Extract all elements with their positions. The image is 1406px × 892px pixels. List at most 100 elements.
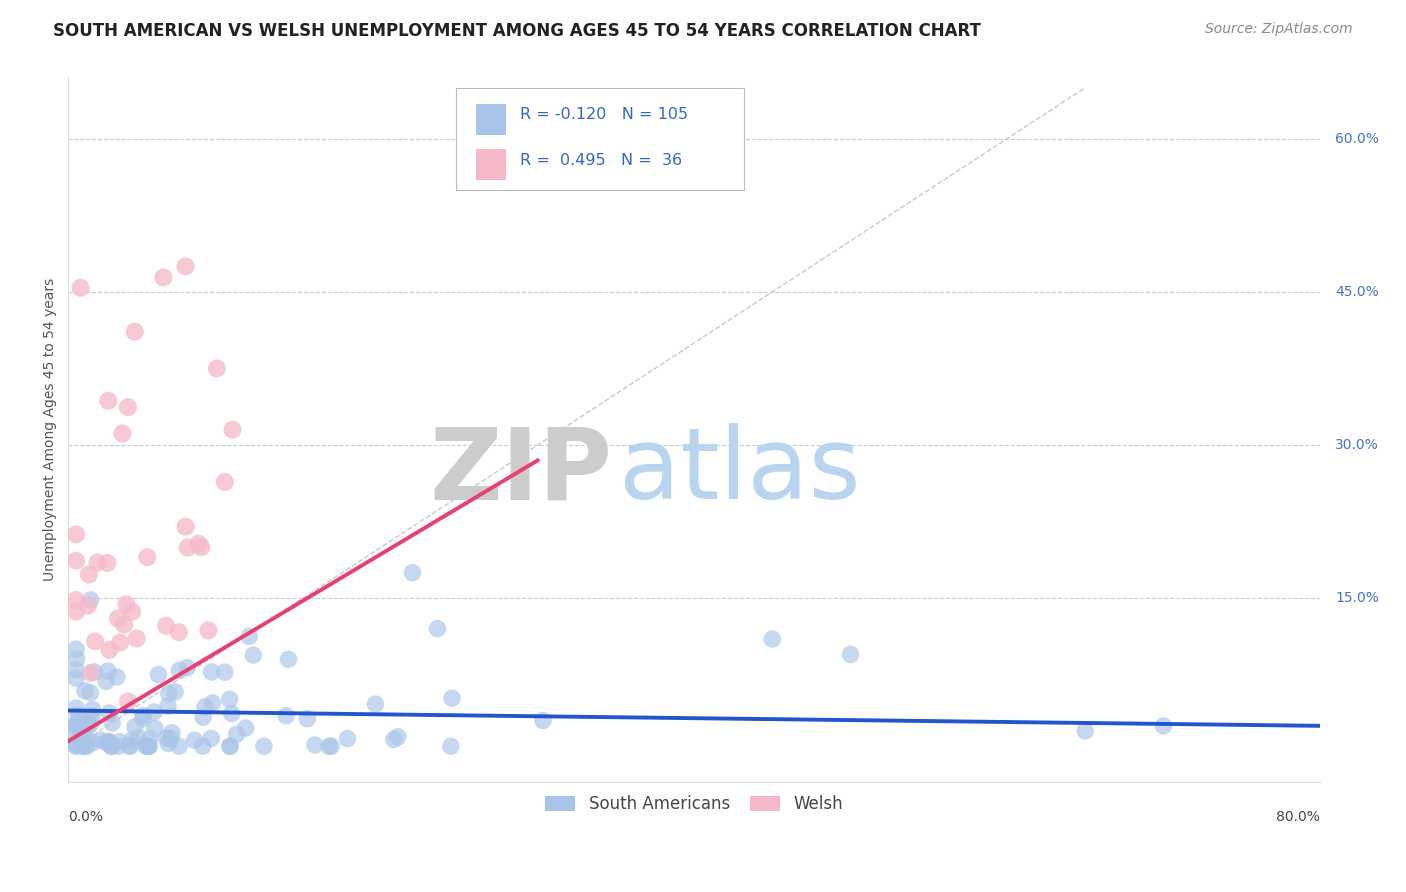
Point: [98, 643, 121, 657]
Point: [136, 550, 159, 565]
Point: [97, 734, 120, 748]
Point: [66, 652, 89, 666]
Point: [839, 648, 862, 662]
Point: [142, 705, 165, 719]
Point: [121, 733, 143, 747]
Point: [219, 739, 242, 754]
Point: [426, 622, 449, 636]
FancyBboxPatch shape: [477, 104, 506, 135]
Point: [167, 625, 190, 640]
Point: [69, 720, 91, 734]
Point: [321, 739, 343, 754]
Point: [70, 734, 93, 748]
FancyBboxPatch shape: [457, 88, 744, 190]
Point: [218, 692, 240, 706]
Point: [65, 701, 87, 715]
Point: [77, 599, 100, 613]
Text: 45.0%: 45.0%: [1336, 285, 1379, 299]
Point: [364, 697, 387, 711]
Point: [176, 541, 198, 555]
Point: [94, 736, 117, 750]
Point: [155, 731, 177, 745]
Point: [197, 624, 219, 638]
Point: [65, 605, 87, 619]
Point: [65, 642, 87, 657]
Point: [73, 683, 96, 698]
Point: [242, 648, 264, 662]
Point: [101, 716, 124, 731]
Point: [108, 635, 131, 649]
Point: [82, 736, 104, 750]
Point: [72, 739, 94, 754]
Text: ZIP: ZIP: [430, 424, 613, 521]
Point: [82, 708, 104, 723]
Point: [531, 714, 554, 728]
Text: R =  0.495   N =  36: R = 0.495 N = 36: [520, 153, 682, 169]
Point: [401, 566, 423, 580]
Text: Source: ZipAtlas.com: Source: ZipAtlas.com: [1205, 22, 1353, 37]
Text: SOUTH AMERICAN VS WELSH UNEMPLOYMENT AMONG AGES 45 TO 54 YEARS CORRELATION CHART: SOUTH AMERICAN VS WELSH UNEMPLOYMENT AMO…: [53, 22, 981, 40]
Point: [1153, 719, 1175, 733]
Point: [107, 611, 129, 625]
Text: 30.0%: 30.0%: [1336, 438, 1379, 452]
Point: [65, 719, 87, 733]
Point: [67, 708, 90, 723]
Point: [148, 667, 170, 681]
Point: [440, 691, 463, 706]
Point: [65, 727, 87, 741]
Point: [387, 730, 409, 744]
Point: [382, 732, 405, 747]
Point: [761, 632, 783, 646]
Point: [79, 593, 101, 607]
Text: 60.0%: 60.0%: [1336, 132, 1379, 145]
Point: [83, 665, 105, 679]
Point: [1074, 723, 1097, 738]
Y-axis label: Unemployment Among Ages 45 to 54 years: Unemployment Among Ages 45 to 54 years: [44, 278, 58, 582]
Point: [132, 712, 155, 726]
Point: [138, 739, 160, 754]
Point: [107, 739, 129, 754]
Point: [127, 731, 149, 745]
Point: [65, 671, 87, 685]
Point: [65, 717, 87, 731]
Point: [82, 703, 104, 717]
Point: [221, 706, 243, 721]
Point: [277, 652, 299, 666]
Legend: South Americans, Welsh: South Americans, Welsh: [538, 789, 849, 820]
Point: [90, 733, 112, 747]
Point: [187, 537, 209, 551]
Text: 80.0%: 80.0%: [1277, 810, 1320, 824]
Point: [120, 739, 142, 754]
Point: [143, 722, 166, 736]
Point: [111, 426, 134, 441]
Point: [76, 732, 98, 747]
Point: [108, 735, 131, 749]
Point: [98, 706, 121, 720]
Point: [200, 731, 222, 746]
FancyBboxPatch shape: [477, 149, 506, 180]
Point: [214, 665, 236, 680]
Point: [117, 400, 139, 414]
Point: [117, 694, 139, 708]
Point: [136, 739, 159, 754]
Point: [65, 663, 87, 677]
Point: [318, 739, 340, 754]
Point: [165, 685, 187, 699]
Point: [98, 735, 121, 749]
Point: [125, 632, 148, 646]
Point: [174, 260, 197, 274]
Point: [190, 540, 212, 554]
Text: R = -0.120   N = 105: R = -0.120 N = 105: [520, 107, 689, 122]
Point: [157, 687, 180, 701]
Point: [138, 739, 160, 754]
Point: [174, 520, 197, 534]
Point: [73, 739, 96, 754]
Point: [80, 665, 103, 680]
Point: [155, 618, 177, 632]
Point: [159, 731, 181, 746]
Point: [65, 554, 87, 568]
Point: [169, 664, 191, 678]
Point: [118, 739, 141, 753]
Point: [70, 729, 93, 743]
Point: [135, 739, 157, 754]
